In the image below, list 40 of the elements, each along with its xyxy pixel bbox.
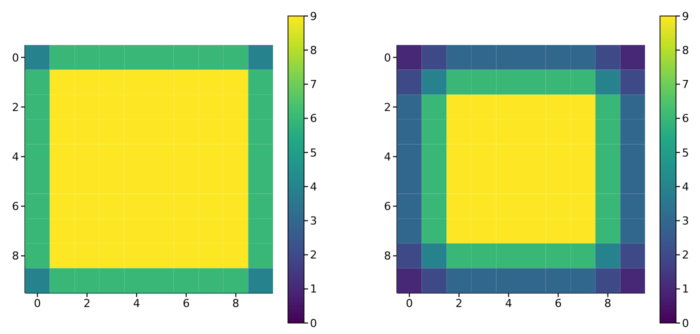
color-bar-label: 4	[682, 180, 689, 194]
color-bar-label: 1	[682, 282, 689, 296]
x-tick-label: 2	[84, 296, 90, 310]
color-bar-label: 6	[682, 112, 689, 126]
color-bar-label: 1	[310, 282, 317, 296]
color-bar-label: 6	[310, 112, 317, 126]
color-bar-label: 8	[682, 44, 689, 57]
color-bar-label: 2	[310, 248, 317, 262]
color-bar-label: 2	[682, 248, 689, 262]
y-tick-label: 4	[12, 150, 19, 164]
y-tick-label: 2	[12, 100, 19, 114]
color-bar-label: 7	[682, 78, 689, 92]
color-bar-label: 4	[310, 180, 317, 194]
color-bar-label: 5	[310, 146, 317, 160]
x-tick-label: 4	[133, 296, 140, 310]
y-tick-label: 6	[384, 200, 391, 214]
x-tick-label: 2	[456, 296, 462, 310]
color-bar-label: 5	[682, 146, 689, 160]
color-bar-label: 8	[310, 44, 317, 57]
color-bar-label: 7	[310, 78, 317, 92]
x-tick-label: 6	[182, 296, 190, 310]
x-tick-label: 4	[505, 296, 512, 310]
color-bar-label: 9	[310, 10, 317, 23]
y-tick-label: 8	[12, 250, 19, 263]
y-tick-label: 4	[384, 150, 391, 164]
x-tick-label: 6	[554, 296, 562, 310]
x-tick-label: 8	[604, 296, 612, 310]
x-tick-label: 8	[232, 296, 240, 310]
y-tick-label: 6	[12, 200, 19, 214]
color-bar-label: 0	[682, 316, 689, 330]
color-bar-label: 0	[310, 316, 317, 330]
y-tick-label: 8	[384, 250, 391, 263]
x-tick-label: 0	[34, 296, 41, 310]
color-bar-label: 3	[682, 214, 689, 228]
x-tick-label: 0	[406, 296, 413, 310]
y-tick-label: 0	[384, 51, 391, 64]
color-bar-label: 3	[310, 214, 317, 228]
y-tick-label: 0	[12, 51, 19, 64]
y-tick-label: 2	[384, 100, 391, 114]
color-bar-label: 9	[682, 10, 689, 23]
